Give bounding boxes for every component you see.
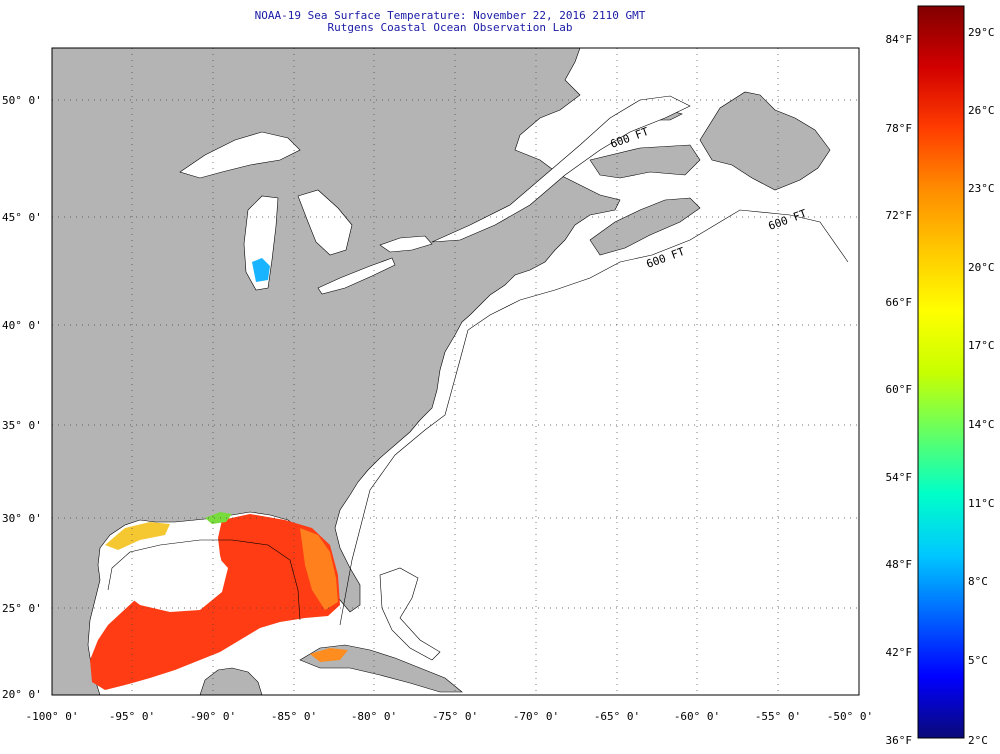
celsius-label: 5°C <box>968 654 988 667</box>
lat-label: 25° 0' <box>2 602 42 615</box>
lat-label: 40° 0' <box>2 319 42 332</box>
st-lawrence <box>431 95 691 243</box>
lake-erie <box>317 257 396 295</box>
lat-label: 30° 0' <box>2 512 42 525</box>
sst-cuba-coast <box>310 648 348 662</box>
sst-gulf-orange <box>300 528 338 610</box>
lake-michigan-cold-sst <box>252 258 270 282</box>
map-border <box>51 47 860 696</box>
map-frame <box>51 47 860 696</box>
lon-label: -95° 0' <box>109 710 155 723</box>
fahrenheit-label: 54°F <box>886 471 913 484</box>
lon-label: -70° 0' <box>513 710 559 723</box>
sst-gulf-warm <box>90 514 340 690</box>
fahrenheit-label: 36°F <box>886 734 913 747</box>
celsius-label: 26°C <box>968 104 995 117</box>
celsius-label: 2°C <box>968 734 988 747</box>
fahrenheit-label: 78°F <box>886 122 913 135</box>
gaspe-land <box>589 144 701 179</box>
latitude-axis: 50° 0' 45° 0' 40° 0' 35° 0' 30° 0' 25° 0… <box>2 94 42 701</box>
lake-huron <box>297 189 353 256</box>
bahamas-banks <box>379 567 441 661</box>
fahrenheit-label: 66°F <box>886 296 913 309</box>
isobath-gulf <box>107 539 301 621</box>
lon-label: -65° 0' <box>594 710 640 723</box>
sst-gulf-yellow-edge <box>105 522 170 550</box>
celsius-label: 11°C <box>968 497 995 510</box>
fahrenheit-label: 84°F <box>886 33 913 46</box>
lat-label: 35° 0' <box>2 419 42 432</box>
celsius-label: 23°C <box>968 182 995 195</box>
fahrenheit-label: 72°F <box>886 209 913 222</box>
lon-label: -100° 0' <box>26 710 79 723</box>
color-legend: 84°F 78°F 72°F 66°F 60°F 54°F 48°F 42°F … <box>886 5 995 747</box>
lon-label: -90° 0' <box>190 710 236 723</box>
fahrenheit-label: 60°F <box>886 383 913 396</box>
lake-superior <box>179 131 301 179</box>
newfoundland-land <box>699 91 831 191</box>
celsius-label: 8°C <box>968 575 988 588</box>
lon-label: -55° 0' <box>755 710 801 723</box>
longitude-axis: -100° 0' -95° 0' -90° 0' -85° 0' -80° 0'… <box>26 710 874 723</box>
map-subtitle: Rutgens Coastal Ocean Observation Lab <box>327 21 573 34</box>
sst-gulf-cloud-gap <box>118 545 228 612</box>
graticule <box>52 48 859 695</box>
north-america-land <box>52 48 621 695</box>
lon-label: -80° 0' <box>351 710 397 723</box>
fahrenheit-label: 42°F <box>886 646 913 659</box>
lat-label: 20° 0' <box>2 688 42 701</box>
isobath-600ft <box>339 209 849 626</box>
map-title: NOAA-19 Sea Surface Temperature: Novembe… <box>254 9 646 22</box>
lake-ontario <box>379 235 433 253</box>
lon-label: -50° 0' <box>827 710 873 723</box>
celsius-label: 29°C <box>968 26 995 39</box>
fahrenheit-label: 48°F <box>886 558 913 571</box>
lon-label: -60° 0' <box>674 710 720 723</box>
yucatan-land <box>199 667 263 695</box>
lat-label: 50° 0' <box>2 94 42 107</box>
celsius-label: 14°C <box>968 418 995 431</box>
celsius-label: 20°C <box>968 261 995 274</box>
lon-label: -85° 0' <box>271 710 317 723</box>
sst-gulf-green-edge <box>205 512 232 524</box>
lat-label: 45° 0' <box>2 211 42 224</box>
lon-label: -75° 0' <box>432 710 478 723</box>
nova-scotia-land <box>589 197 701 256</box>
celsius-label: 17°C <box>968 339 995 352</box>
color-bar <box>917 5 965 739</box>
